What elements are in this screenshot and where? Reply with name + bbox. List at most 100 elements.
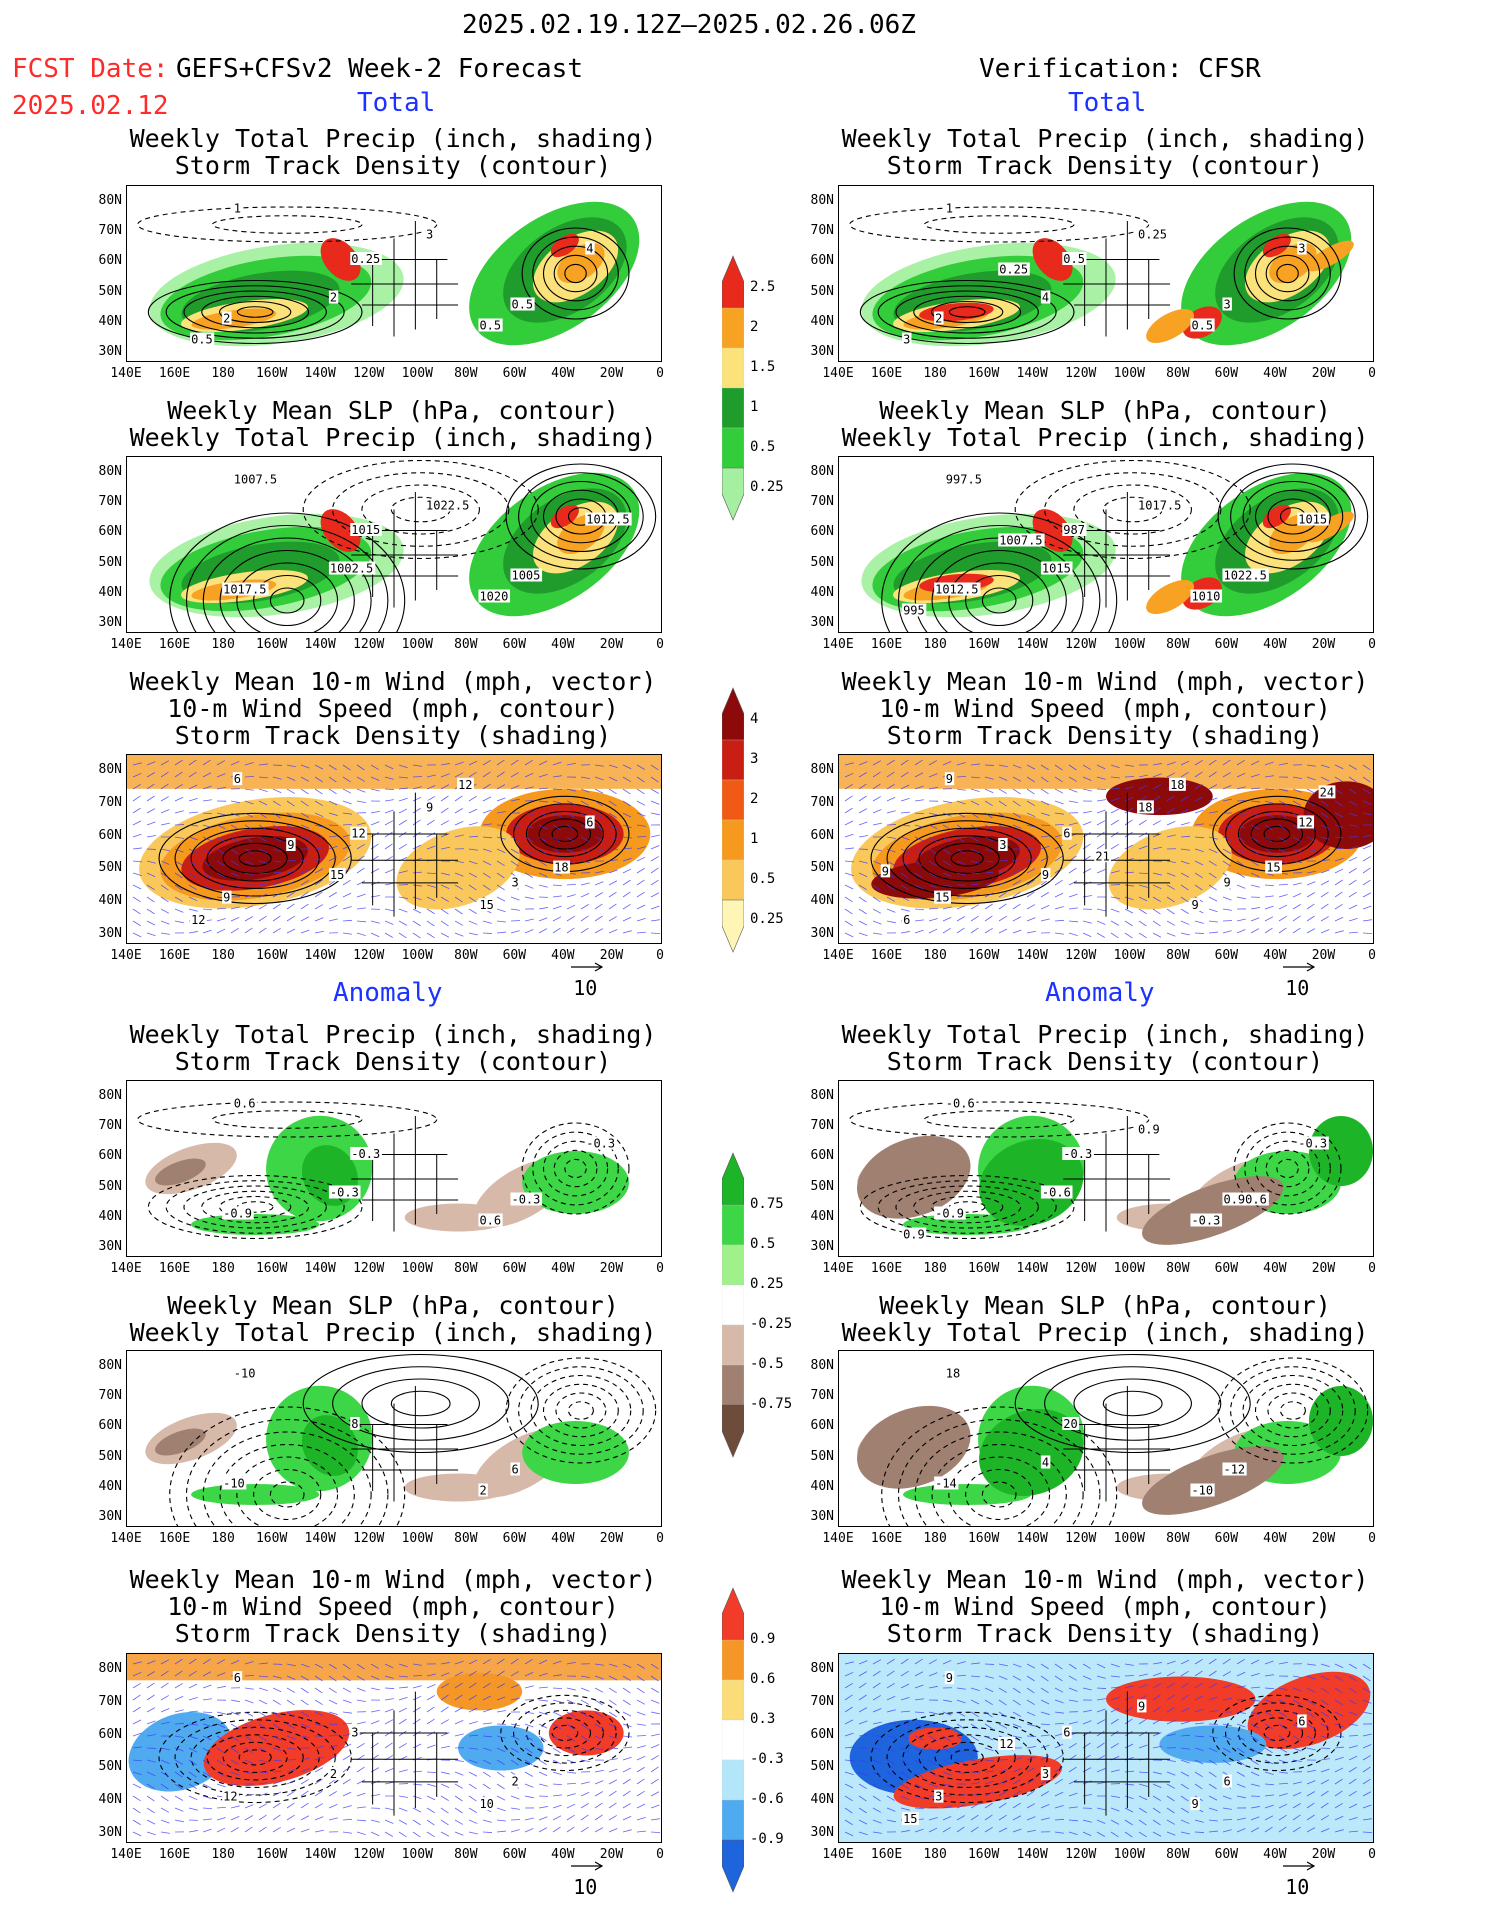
- wind-vector: [928, 918, 938, 922]
- contour-label-bg: [1190, 1797, 1200, 1811]
- wind-vector: [622, 1687, 631, 1694]
- wind-vector: [510, 1795, 520, 1800]
- wind-vector: [650, 1818, 660, 1821]
- wind-vector: [342, 879, 351, 886]
- lat-tick-label: 40N: [98, 1792, 122, 1808]
- wind-vector: [1306, 836, 1316, 841]
- contour-label-bg: [222, 1789, 239, 1803]
- wind-vector: [216, 812, 226, 816]
- contour-line: [859, 279, 1075, 345]
- contour-line: [505, 463, 657, 570]
- wind-vector: [858, 1807, 867, 1814]
- wind-vector: [328, 1675, 337, 1682]
- wind-vector: [174, 1709, 184, 1713]
- wind-vector: [1306, 848, 1316, 852]
- wind-vector: [1194, 1747, 1204, 1752]
- wind-vector: [468, 1694, 477, 1701]
- wind-vector: [594, 764, 604, 767]
- wind-vector: [1180, 795, 1189, 802]
- date-range-title: 2025.02.19.12Z–2025.02.26.06Z: [462, 10, 916, 40]
- lat-tick-label: 40N: [98, 1478, 122, 1494]
- contour-label-bg: [1062, 252, 1087, 265]
- lon-tick-label: 120W: [1065, 1261, 1097, 1276]
- wind-vector: [650, 932, 661, 935]
- wind-vector: [300, 1802, 309, 1809]
- wind-vector: [970, 1771, 981, 1773]
- contour-line: [532, 236, 619, 311]
- wind-vector: [356, 764, 365, 771]
- lat-tick-label: 40N: [98, 313, 122, 329]
- wind-vector: [1180, 884, 1189, 891]
- contour-label-bg: [425, 227, 435, 241]
- lon-tick-label: 0: [1368, 637, 1376, 652]
- contour-line: [1073, 1378, 1192, 1429]
- wind-vector: [580, 776, 590, 780]
- wind-vector: [886, 810, 896, 814]
- wind-vector: [900, 771, 909, 778]
- wind-vector: [872, 848, 882, 852]
- contour-label-bg: [1297, 1714, 1307, 1728]
- wind-vector: [900, 1710, 910, 1713]
- wind-vector: [1362, 1687, 1371, 1693]
- wind-vector: [1138, 884, 1148, 888]
- colorbar-segment: [722, 1839, 744, 1893]
- wind-vector: [1026, 1723, 1036, 1727]
- wind-vector: [636, 824, 646, 827]
- colorbar-label: -0.3: [750, 1751, 784, 1767]
- wind-vector: [970, 893, 980, 898]
- wind-vector: [1096, 1781, 1106, 1785]
- wind-vector: [272, 1802, 281, 1809]
- wind-vector: [1124, 1706, 1133, 1713]
- contour-label: -0.6: [1042, 1186, 1071, 1200]
- wind-vector: [230, 1783, 240, 1786]
- wind-vector: [1334, 903, 1343, 910]
- wind-vector: [1320, 1768, 1330, 1773]
- wind-vector: [1278, 1803, 1288, 1809]
- lon-tick-label: 120W: [353, 637, 385, 652]
- wind-vector: [132, 1759, 142, 1762]
- wind-vector: [650, 845, 660, 850]
- wind-vector: [914, 848, 923, 855]
- wind-vector: [230, 1711, 240, 1716]
- fcst-model-label: GEFS+CFSv2 Week-2 Forecast: [176, 54, 583, 84]
- wind-vector: [566, 1711, 575, 1717]
- wind-vector: [636, 867, 645, 874]
- lon-tick-label: 160W: [967, 366, 1000, 381]
- wind-vector: [1166, 1807, 1175, 1814]
- wind-vector: [258, 836, 267, 843]
- wind-vector: [858, 1795, 867, 1802]
- wind-vector: [1348, 1803, 1358, 1809]
- wind-vector: [844, 762, 854, 766]
- wind-vector: [342, 1733, 352, 1737]
- wind-vector: [1236, 872, 1245, 878]
- wind-vector: [272, 1791, 282, 1797]
- contour-line: [206, 835, 304, 882]
- wind-vector: [1320, 916, 1329, 922]
- wind-vector: [1096, 1663, 1106, 1669]
- wind-vector: [1068, 1779, 1078, 1785]
- contour-label: 9: [1138, 1699, 1145, 1713]
- wind-vector: [566, 812, 575, 818]
- wind-vector: [1362, 800, 1372, 805]
- wind-vector: [1222, 908, 1232, 911]
- wind-vector: [998, 788, 1007, 794]
- wind-vector: [1264, 1747, 1273, 1754]
- wind-vector: [244, 872, 254, 876]
- wind-vector: [998, 812, 1007, 819]
- wind-vector: [1278, 762, 1288, 766]
- wind-vector: [1068, 776, 1078, 782]
- wind-vector: [454, 772, 464, 778]
- wind-vector: [622, 857, 632, 862]
- shading-region: [301, 1415, 358, 1476]
- wind-vector: [496, 848, 506, 854]
- wind-vector: [1334, 1829, 1344, 1833]
- wind-vector: [872, 1695, 881, 1701]
- wind-vector: [1222, 1759, 1231, 1766]
- lon-tick-label: 100W: [401, 1847, 433, 1862]
- wind-vector: [1194, 783, 1203, 790]
- wind-vector: [510, 1735, 520, 1740]
- wind-vector: [496, 1819, 506, 1822]
- wind-vector: [272, 1759, 282, 1762]
- wind-vector: [1068, 880, 1078, 886]
- wind-vector: [1096, 1708, 1106, 1713]
